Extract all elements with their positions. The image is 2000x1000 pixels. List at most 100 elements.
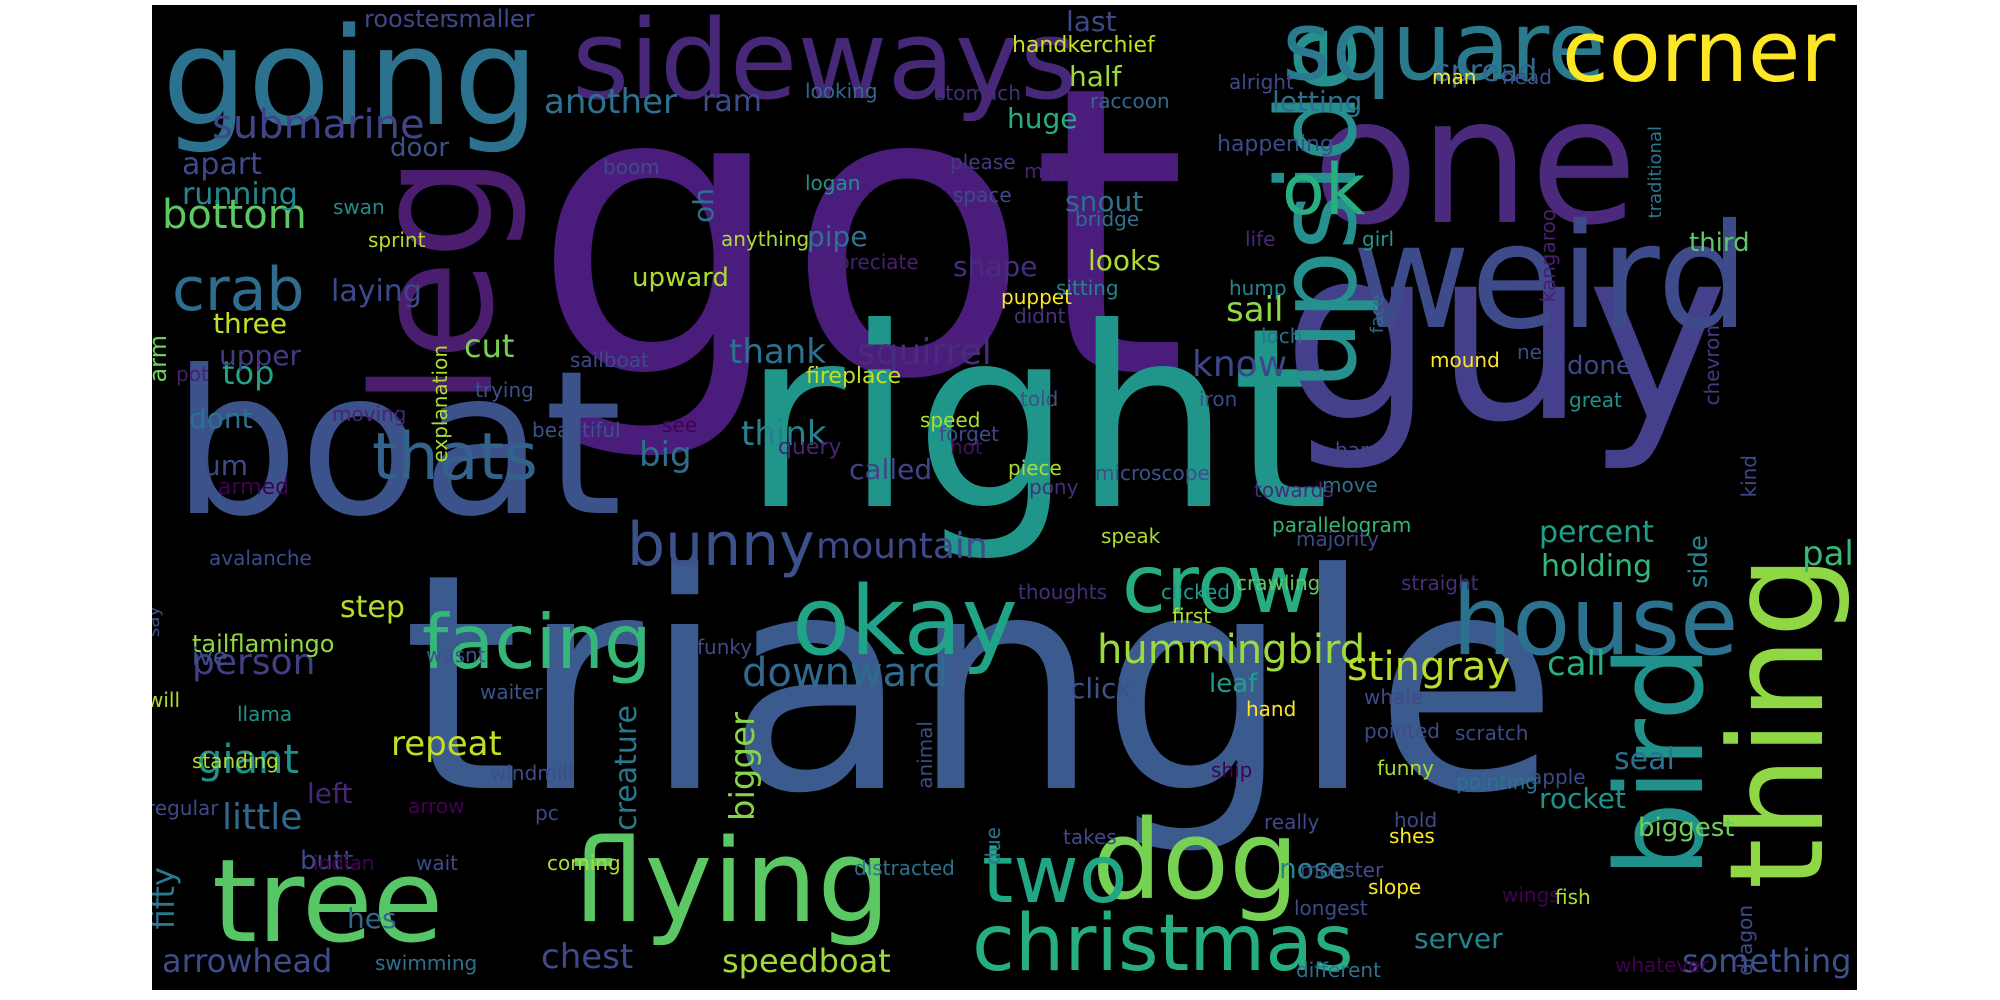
word-parallelogram: parallelogram <box>1272 513 1412 537</box>
word-boat: boat <box>172 328 623 561</box>
word-half: half <box>1069 60 1122 93</box>
word-call: call <box>1547 644 1606 684</box>
word-puppet: puppet <box>1001 285 1072 309</box>
word-towards: towards <box>1254 478 1334 502</box>
word-ok: ok <box>1282 149 1366 231</box>
word-person: person <box>192 642 316 683</box>
word-sailboat: sailboat <box>570 348 649 372</box>
word-two: two <box>982 828 1128 921</box>
word-man: man <box>1432 65 1477 89</box>
word-crawling: crawling <box>1236 571 1321 595</box>
word-dog: dog <box>1092 796 1299 924</box>
word-flying: flying <box>572 815 891 949</box>
word-letting: letting <box>1272 85 1363 118</box>
word-third: third <box>1689 228 1750 258</box>
word-sitting: sitting <box>1056 276 1119 300</box>
word-life: life <box>1245 227 1276 251</box>
word-bigger: bigger <box>723 712 763 822</box>
word-standing: standing <box>192 749 279 773</box>
word-forget: forget <box>939 422 999 446</box>
word-three: three <box>213 307 288 340</box>
word-slope: slope <box>1368 875 1422 899</box>
word-speed: speed <box>920 408 981 432</box>
word-loch: loch <box>1261 324 1303 348</box>
word-apart: apart <box>182 147 262 182</box>
word-takes: takes <box>1063 825 1117 849</box>
word-top: top <box>222 354 275 392</box>
word-snout: snout <box>1065 185 1144 218</box>
word-click: click <box>1070 672 1133 705</box>
word-hold: hold <box>1394 808 1438 832</box>
word-please: please <box>950 150 1016 174</box>
word-longest: longest <box>1294 896 1368 920</box>
word-ive: ive <box>192 643 228 671</box>
word-waiter: waiter <box>480 680 543 704</box>
word-ship: ship <box>1211 758 1253 782</box>
word-pointing: pointing <box>1456 770 1538 794</box>
word-crow: crow <box>1122 538 1312 631</box>
word-big: big <box>639 435 692 475</box>
word-arrowhead: arrowhead <box>162 942 333 980</box>
word-hes: hes <box>347 902 397 935</box>
word-stomach: stomach <box>935 81 1021 105</box>
word-whatever: whatever <box>1615 953 1709 977</box>
word-spread: spread <box>1435 54 1538 89</box>
word-wasnt: wasnt <box>426 643 486 667</box>
word-first: first <box>1172 604 1212 628</box>
word-fish: fish <box>1555 885 1591 909</box>
word-rocket: rocket <box>1539 782 1626 815</box>
word-space: space <box>953 183 1012 207</box>
word-weird: weird <box>1352 193 1750 362</box>
word-side: side <box>1684 535 1714 589</box>
word-palm: palm <box>1802 534 1857 574</box>
word-tree: tree <box>212 835 444 969</box>
word-beautiful: beautiful <box>532 418 621 442</box>
word-arrow: arrow <box>408 794 465 818</box>
word-move: move <box>1322 473 1378 497</box>
word-tailflamingo: tailflamingo <box>192 630 335 658</box>
word-sprint: sprint <box>368 228 426 252</box>
word-little: little <box>222 797 303 838</box>
word-explanation: explanation <box>428 345 452 463</box>
word-pipe: pipe <box>807 220 868 253</box>
word-bridge: bridge <box>1075 207 1140 231</box>
word-ness: ness <box>1517 340 1563 364</box>
word-laying: laying <box>331 274 422 309</box>
word-cut: cut <box>464 327 515 365</box>
word-hot: hot <box>950 435 983 459</box>
word-smaller: smaller <box>446 5 535 33</box>
word-mound: mound <box>1430 348 1500 372</box>
word-apple: apple <box>1530 765 1586 789</box>
word-really: really <box>1264 810 1320 834</box>
word-thank: thank <box>729 332 826 372</box>
word-didnt: didnt <box>1014 304 1066 328</box>
word-squirrel: squirrel <box>857 332 992 373</box>
word-going: going <box>162 5 540 156</box>
word-swimming: swimming <box>375 951 478 975</box>
word-arm: arm <box>152 335 172 383</box>
word-indian: indian <box>313 851 375 875</box>
word-downward: downward <box>742 650 949 696</box>
word-told: told <box>1020 387 1059 411</box>
word-thats: thats <box>372 420 538 495</box>
word-wings: wings <box>1502 883 1560 907</box>
word-sail: sail <box>1226 290 1284 330</box>
word-query: query <box>778 435 842 460</box>
word-see: see <box>662 413 698 437</box>
word-girl: girl <box>1362 227 1395 251</box>
word-um: um <box>203 449 249 482</box>
word-due: due <box>981 827 1005 865</box>
word-chevron: chevron <box>1700 325 1724 406</box>
word-cloud: got triangle right boat guy one weird going leg s… <box>152 5 1857 990</box>
word-distracted: distracted <box>854 856 955 880</box>
word-hump: hump <box>1229 276 1287 300</box>
word-know: know <box>1192 344 1288 385</box>
word-ram: ram <box>702 84 762 119</box>
word-biggest: biggest <box>1638 813 1735 843</box>
word-facing: facing <box>422 598 652 686</box>
word-boom: boom <box>603 155 660 179</box>
word-running: running <box>182 177 298 212</box>
word-iron: iron <box>1199 387 1238 411</box>
word-triangle: triangle <box>402 510 1559 859</box>
word-right: right <box>742 274 1330 565</box>
